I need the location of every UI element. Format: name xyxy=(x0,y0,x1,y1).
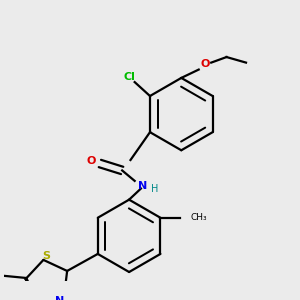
Text: Cl: Cl xyxy=(123,71,135,82)
Text: O: O xyxy=(201,59,210,69)
Text: N: N xyxy=(138,181,148,191)
Text: S: S xyxy=(42,251,50,261)
Text: O: O xyxy=(87,156,96,167)
Text: CH₃: CH₃ xyxy=(190,213,207,222)
Text: N: N xyxy=(55,296,64,300)
Text: H: H xyxy=(151,184,158,194)
